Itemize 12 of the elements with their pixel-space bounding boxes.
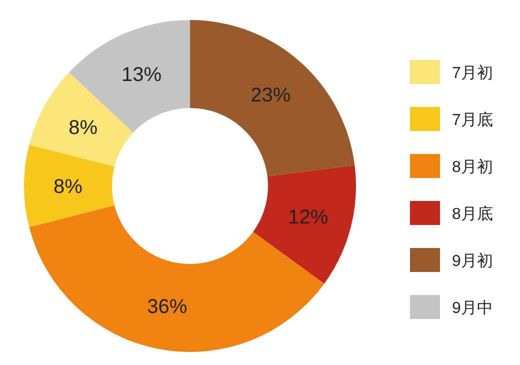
legend-label: 8月底 [452,205,493,223]
data-label: 8% [68,117,98,140]
legend-label: 7月底 [452,111,493,129]
data-label: 8% [54,176,83,198]
legend-label: 9月初 [452,252,493,270]
data-label: 36% [147,296,188,318]
legend-label: 8月初 [452,158,493,176]
data-label: 23% [250,84,291,106]
data-label: 13% [122,64,162,86]
legend-label: 9月中 [452,299,493,317]
data-label: 12% [288,206,328,228]
legend-label: 7月初 [452,64,493,82]
